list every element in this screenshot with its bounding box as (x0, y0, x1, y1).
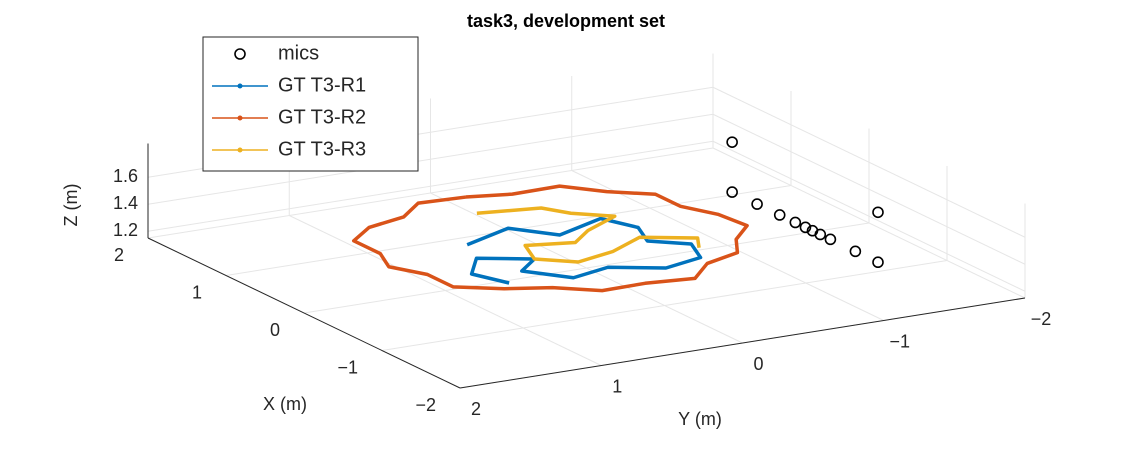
mic-marker (872, 206, 884, 219)
mic-marker (726, 136, 738, 148)
plot-area (352, 136, 884, 293)
legend-marker (237, 83, 243, 89)
legend-label: GT T3-R2 (278, 106, 366, 128)
trajectory (476, 206, 701, 264)
z-tick-label: 1.6 (113, 166, 138, 186)
x-tick-label: 1 (192, 282, 202, 302)
x-tick-label: 0 (270, 320, 280, 340)
legend-marker (234, 48, 246, 60)
legend-marker (237, 115, 243, 121)
legend-label: GT T3-R1 (278, 74, 366, 96)
z-tick-label: 1.2 (113, 220, 138, 240)
axis-line (459, 297, 1026, 389)
x-tick-label: 2 (114, 245, 124, 265)
x-axis-label: X (m) (263, 394, 307, 414)
grid-line (712, 86, 1026, 238)
trajectory (466, 216, 703, 285)
mic-marker (872, 256, 884, 269)
grid-line (147, 113, 714, 205)
y-tick-label: 0 (753, 354, 763, 374)
mic-marker (824, 233, 837, 246)
grid-line (712, 147, 1026, 299)
legend: mics GT T3-R1 GT T3-R2 GT T3-R3 (202, 36, 419, 172)
grid (147, 53, 1026, 389)
mic-marker (726, 186, 738, 198)
grid-line (289, 215, 602, 366)
x-tick-label: −1 (337, 357, 358, 377)
mic-marker (751, 198, 763, 210)
y-tick-label: 2 (471, 399, 481, 419)
mic-marker (789, 216, 802, 229)
mic-marker (799, 221, 812, 234)
grid-line (147, 140, 714, 232)
mic-marker (773, 209, 786, 221)
grid-line (571, 170, 884, 321)
chart-title: task3, development set (467, 11, 665, 31)
y-tick-label: −2 (1031, 309, 1052, 329)
legend-label: GT T3-R3 (278, 138, 366, 160)
z-tick-label: 1.4 (113, 193, 138, 213)
grid-line (712, 113, 1026, 265)
grid-line (712, 140, 1026, 292)
grid-line (430, 192, 743, 344)
trajectory (352, 184, 749, 293)
legend-marker (237, 147, 243, 153)
z-axis-label: Z (m) (61, 184, 81, 227)
y-tick-label: −1 (889, 331, 910, 351)
legend-label: mics (278, 42, 319, 64)
y-axis-label: Y (m) (678, 409, 722, 429)
x-tick-label: −2 (415, 395, 436, 415)
mic-marker (814, 228, 827, 241)
y-tick-label: 1 (612, 376, 622, 396)
mic-marker (849, 245, 862, 258)
axis-line (147, 237, 461, 389)
